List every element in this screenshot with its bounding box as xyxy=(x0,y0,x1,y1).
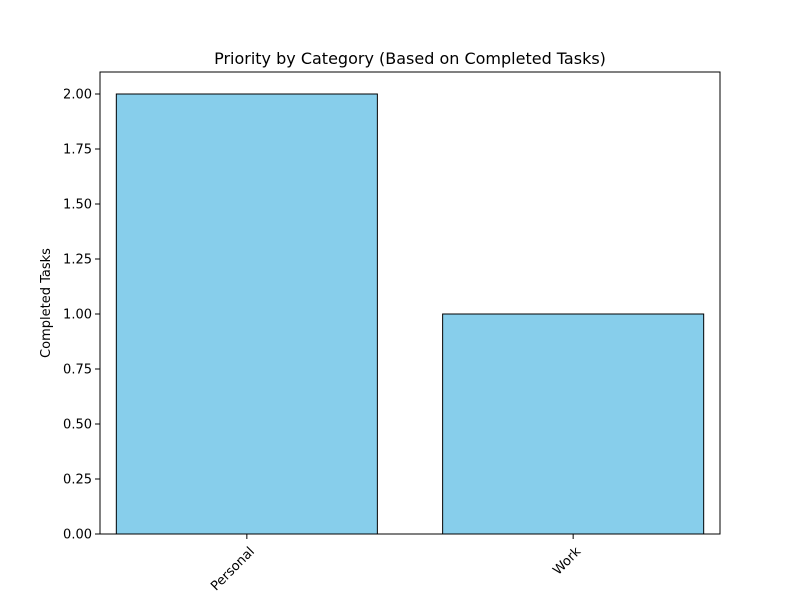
y-tick-label: 1.75 xyxy=(63,143,92,158)
bar-work xyxy=(442,313,705,535)
y-axis-label: Completed Tasks xyxy=(39,248,54,358)
chart-title: Priority by Category (Based on Completed… xyxy=(214,49,606,68)
y-tick-label: 0.75 xyxy=(63,363,92,378)
y-tick-label: 1.25 xyxy=(63,253,92,268)
y-tick-label: 2.00 xyxy=(63,88,92,103)
y-tick-label: 1.50 xyxy=(63,198,92,213)
y-tick-label: 1.00 xyxy=(63,308,92,323)
plot-frame xyxy=(99,71,721,535)
y-tick-label: 0.25 xyxy=(63,473,92,488)
y-tick-label: 0.50 xyxy=(63,418,92,433)
y-tick-label: 0.00 xyxy=(63,528,92,543)
bars-group xyxy=(115,93,705,535)
y-axis: 0.00 0.25 0.50 0.75 1.00 1.25 1.50 1.75 2.00 xyxy=(63,88,100,543)
bar-personal xyxy=(115,93,378,535)
